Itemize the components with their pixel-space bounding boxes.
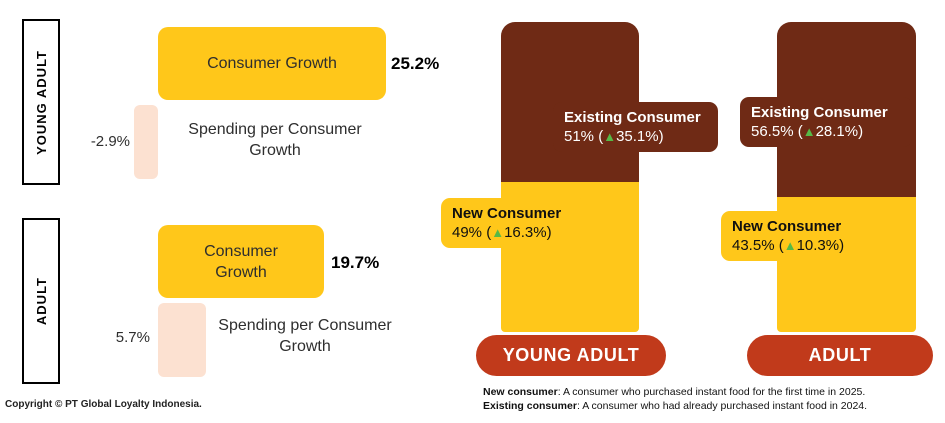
bar-consumer-growth-label: Consumer Growth (204, 242, 278, 281)
up-triangle-icon: ▲ (491, 225, 505, 240)
share-value: 56.5% ( (751, 123, 803, 140)
footnote-text: : A consumer who purchased instant food … (557, 386, 866, 398)
existing-consumer-title: Existing Consumer (751, 104, 888, 121)
existing-consumer-values: 51% (▲35.1%) (564, 127, 710, 146)
existing-consumer-title: Existing Consumer (564, 109, 701, 126)
value-spending-growth-young-adult: -2.9% (90, 133, 130, 150)
bar-spending-growth-label-adult: Spending per Consumer Growth (218, 317, 392, 355)
new-consumer-title: New Consumer (732, 218, 842, 235)
new-consumer-title: New Consumer (452, 205, 562, 222)
stacked-bar-adult (777, 22, 916, 332)
axis-label-young-adult: YOUNG ADULT (22, 19, 60, 185)
stacked-bar-young-adult (501, 22, 639, 332)
existing-consumer-callout-young-adult: Existing Consumer 51% (▲35.1%) (553, 102, 718, 152)
new-consumer-values: 43.5% (▲10.3%) (732, 236, 854, 255)
axis-label-adult-text: ADULT (33, 276, 49, 326)
existing-consumer-callout-adult: Existing Consumer 56.5% (▲28.1%) (740, 97, 912, 147)
footnote-text: : A consumer who had already purchased i… (576, 400, 868, 412)
share-value: 43.5% ( (732, 237, 784, 254)
growth-value: 16.3%) (504, 224, 552, 241)
up-triangle-icon: ▲ (783, 238, 797, 253)
bar-consumer-growth-young-adult: Consumer Growth (158, 27, 386, 100)
bar-spending-growth-young-adult (134, 105, 158, 179)
footnote-term: New consumer (483, 386, 558, 398)
new-consumer-values: 49% (▲16.3%) (452, 223, 579, 242)
value-spending-growth-adult: 5.7% (115, 329, 150, 346)
new-consumer-callout-adult: New Consumer 43.5% (▲10.3%) (721, 211, 862, 261)
up-triangle-icon: ▲ (603, 129, 617, 144)
bar-consumer-growth-adult: Consumer Growth (158, 225, 324, 298)
footnote-new-consumer: New consumer: A consumer who purchased i… (483, 385, 867, 399)
share-value: 49% ( (452, 224, 492, 241)
axis-label-young-adult-text: YOUNG ADULT (33, 49, 49, 155)
copyright-text: Copyright © PT Global Loyalty Indonesia. (5, 399, 202, 410)
up-triangle-icon: ▲ (802, 124, 816, 139)
value-consumer-growth-adult: 19.7% (331, 253, 380, 272)
growth-value: 35.1%) (616, 128, 664, 145)
new-consumer-callout-young-adult: New Consumer 49% (▲16.3%) (441, 198, 587, 248)
category-pill-adult-text: ADULT (808, 345, 872, 365)
category-pill-adult: ADULT (747, 335, 933, 376)
growth-value: 10.3%) (796, 237, 845, 254)
definition-footnotes: New consumer: A consumer who purchased i… (483, 385, 867, 413)
bar-consumer-growth-label: Consumer Growth (207, 55, 337, 72)
category-pill-young-adult: YOUNG ADULT (476, 335, 666, 376)
axis-label-adult: ADULT (22, 218, 60, 384)
bar-spending-growth-label-young-adult: Spending per Consumer Growth (188, 121, 362, 159)
category-pill-young-adult-text: YOUNG ADULT (502, 345, 640, 365)
value-consumer-growth-young-adult: 25.2% (391, 54, 440, 73)
footnote-term: Existing consumer (483, 400, 577, 412)
growth-value: 28.1%) (815, 123, 864, 140)
existing-consumer-values: 56.5% (▲28.1%) (751, 122, 904, 141)
bar-spending-growth-adult (158, 303, 206, 377)
footnote-existing-consumer: Existing consumer: A consumer who had al… (483, 399, 867, 413)
share-value: 51% ( (564, 128, 604, 145)
